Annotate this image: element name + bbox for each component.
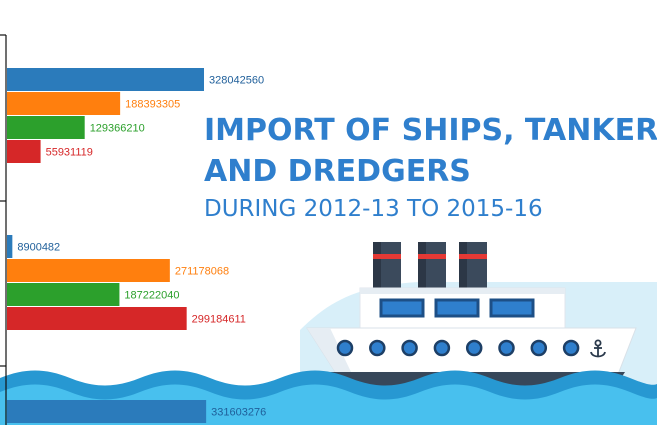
- funnel-2-shade: [418, 242, 426, 292]
- porthole: [433, 339, 451, 357]
- bar-value-label: 328042560: [209, 75, 264, 87]
- bar-value-label: 271178068: [175, 266, 229, 278]
- porthole: [336, 339, 354, 357]
- upper-deck-shade: [360, 288, 565, 294]
- bar: [7, 140, 41, 163]
- bar: [7, 235, 13, 258]
- bar: [7, 259, 170, 282]
- porthole: [530, 339, 548, 357]
- title-line-1: IMPORT OF SHIPS, TANKERS: [204, 113, 657, 148]
- portholes: [336, 339, 580, 357]
- deck-window: [489, 298, 535, 318]
- bar: [7, 283, 120, 306]
- funnel-2-stripe: [418, 254, 446, 259]
- porthole: [562, 339, 580, 357]
- deck-window: [434, 298, 480, 318]
- porthole: [498, 339, 515, 357]
- bar-value-label: 55931119: [46, 147, 93, 159]
- bar: [7, 116, 85, 139]
- porthole: [369, 339, 386, 357]
- funnel-3-stripe: [459, 254, 487, 259]
- funnel-1-stripe: [373, 254, 401, 259]
- bar: [7, 400, 207, 423]
- funnels: [373, 242, 487, 292]
- title-line-2: AND DREDGERS: [204, 154, 471, 189]
- porthole: [401, 339, 418, 357]
- bar-value-label: 331603276: [211, 407, 266, 419]
- bar-value-label: 8900482: [17, 242, 60, 254]
- bar: [7, 307, 187, 330]
- funnel-3-shade: [459, 242, 467, 292]
- bar-value-label: 129366210: [90, 123, 145, 135]
- bar-chart: 328042560 188393305 129366210 55931119 89004…: [0, 34, 266, 425]
- bar-value-label: 299184611: [192, 314, 246, 326]
- deck-window: [379, 298, 425, 318]
- deck-windows: [379, 298, 535, 318]
- bar: [7, 68, 204, 91]
- bar-value-label: 187222040: [124, 290, 179, 302]
- bar: [7, 92, 121, 115]
- anchor-icon: [590, 339, 606, 358]
- porthole: [465, 339, 483, 357]
- funnel-1-shade: [373, 242, 381, 292]
- bar-value-label: 188393305: [125, 99, 180, 111]
- subtitle: DURING 2012-13 TO 2015-16: [204, 196, 543, 222]
